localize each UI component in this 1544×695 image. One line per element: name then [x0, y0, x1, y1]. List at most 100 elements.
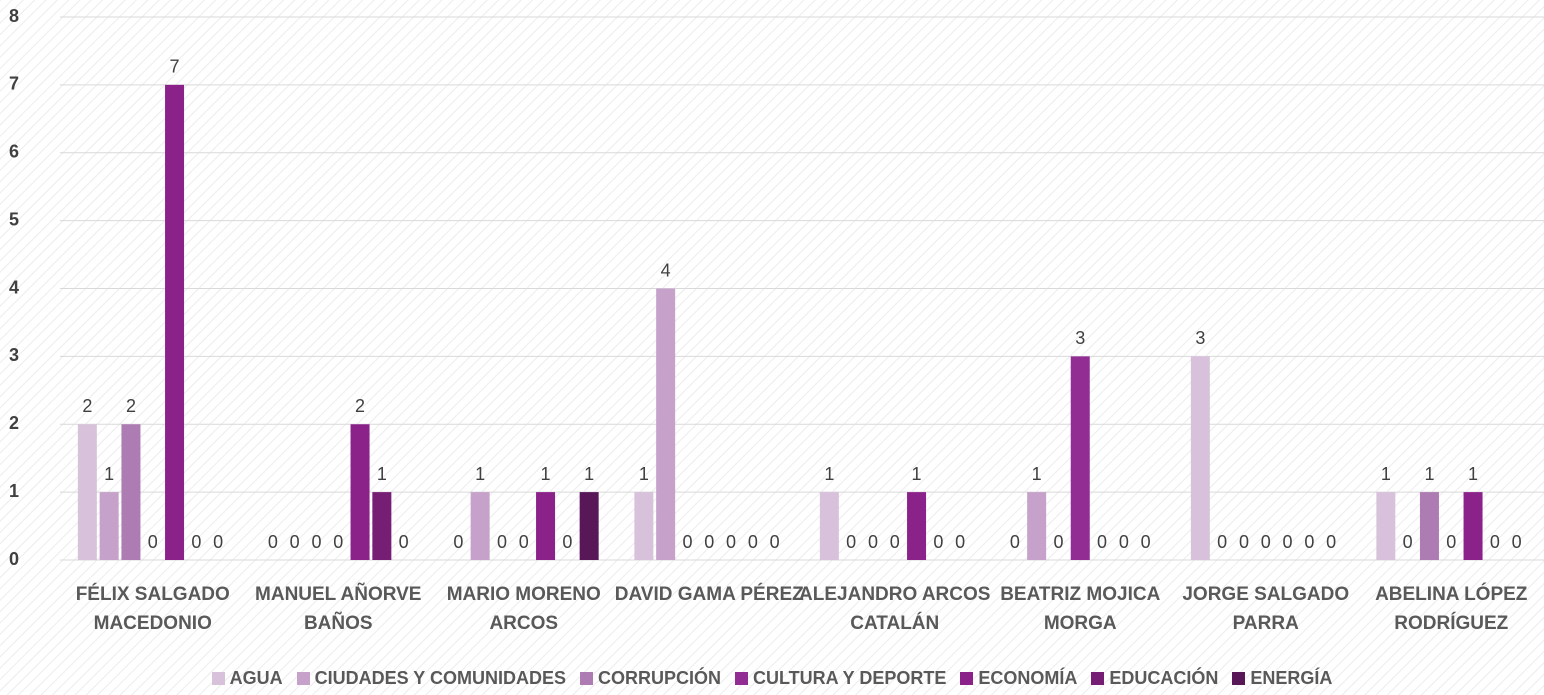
data-label: 0: [562, 532, 572, 552]
data-label: 0: [1283, 532, 1293, 552]
legend-swatch: [1091, 672, 1105, 685]
data-label: 7: [170, 57, 180, 77]
legend-swatch: [579, 672, 593, 685]
bar: [656, 288, 676, 560]
legend-item: ECONOMÍA: [960, 668, 1077, 689]
legend-swatch: [960, 672, 974, 685]
data-label: 0: [1261, 532, 1271, 552]
x-tick-label: MARIO MORENO ARCOS: [446, 584, 601, 634]
data-label: 0: [1326, 532, 1336, 552]
bar: [470, 492, 490, 560]
data-label: 0: [290, 532, 300, 552]
data-label: 2: [126, 396, 136, 416]
bar: [579, 492, 599, 560]
legend-swatch: [211, 672, 225, 685]
bar: [1070, 356, 1090, 560]
data-label: 0: [519, 532, 529, 552]
data-label: 3: [1075, 328, 1085, 348]
data-label: 2: [82, 396, 92, 416]
legend-item: CORRUPCIÓN: [579, 668, 721, 689]
x-tick-label: ALEJANDRO ARCOS CATALÁN: [799, 584, 991, 634]
legend-label: ECONOMÍA: [978, 668, 1078, 688]
data-label: 0: [191, 532, 201, 552]
y-tick-label: 3: [9, 345, 19, 365]
data-label: 0: [1010, 532, 1020, 552]
y-tick-label: 2: [9, 413, 19, 433]
data-label: 1: [824, 464, 834, 484]
data-label: 1: [1468, 464, 1478, 484]
legend-label: AGUA: [229, 668, 283, 688]
bar: [77, 424, 97, 560]
y-tick-label: 4: [9, 277, 19, 297]
data-label: 0: [682, 532, 692, 552]
bar: [165, 84, 185, 560]
legend-item: CIUDADES Y COMUNIDADES: [296, 668, 566, 689]
x-tick-label: MANUEL AÑORVE BAÑOS: [255, 584, 422, 634]
data-label: 0: [1446, 532, 1456, 552]
data-label: 0: [333, 532, 343, 552]
x-tick-label: BEATRIZ MOJICA MORGA: [1000, 584, 1161, 634]
data-label: 0: [704, 532, 714, 552]
x-tick-label: ABELINA LÓPEZ RODRÍGUEZ: [1375, 584, 1528, 634]
legend: AGUA CIUDADES Y COMUNIDADES CORRUPCIÓN CULT…: [0, 668, 1544, 689]
data-label: 1: [1032, 464, 1042, 484]
data-label: 0: [213, 532, 223, 552]
data-label: 1: [475, 464, 485, 484]
legend-item: AGUA: [211, 668, 283, 689]
data-label: 4: [661, 260, 671, 280]
data-label: 0: [311, 532, 321, 552]
data-label: 0: [268, 532, 278, 552]
y-tick-label: 8: [9, 6, 19, 26]
bar: [819, 492, 839, 560]
data-label: 0: [1217, 532, 1227, 552]
data-label: 0: [1141, 532, 1151, 552]
data-label: 0: [726, 532, 736, 552]
data-label: 0: [1490, 532, 1500, 552]
legend-label: ENERGÍA: [1250, 668, 1333, 688]
legend-item: EDUCACIÓN: [1091, 668, 1218, 689]
data-label: 1: [1424, 464, 1434, 484]
y-tick-label: 7: [9, 74, 19, 94]
x-tick-label: DAVID GAMA PÉREZ: [614, 584, 804, 605]
bar: [350, 424, 370, 560]
x-tick-label: FÉLIX SALGADO MACEDONIO: [75, 584, 230, 634]
data-label: 0: [1097, 532, 1107, 552]
bar: [536, 492, 556, 560]
data-label: 0: [748, 532, 758, 552]
data-label: 0: [890, 532, 900, 552]
bar: [1027, 492, 1047, 560]
bar: [372, 492, 392, 560]
bar: [1419, 492, 1439, 560]
bar: [1463, 492, 1483, 560]
data-label: 1: [912, 464, 922, 484]
data-label: 1: [1381, 464, 1391, 484]
bar: [907, 492, 927, 560]
x-tick-label: JORGE SALGADO PARRA: [1182, 584, 1350, 634]
data-label: 0: [453, 532, 463, 552]
legend-swatch: [1232, 672, 1246, 685]
data-label: 1: [541, 464, 551, 484]
y-tick-label: 6: [9, 142, 19, 162]
y-tick-label: 5: [9, 209, 19, 229]
bar: [634, 492, 654, 560]
legend-label: CIUDADES Y COMUNIDADES: [314, 668, 566, 688]
data-label: 0: [1239, 532, 1249, 552]
legend-label: CORRUPCIÓN: [597, 668, 721, 688]
data-label: 1: [377, 464, 387, 484]
bar: [99, 492, 119, 560]
data-label: 0: [1403, 532, 1413, 552]
y-tick-label: 0: [9, 549, 19, 569]
data-label: 1: [639, 464, 649, 484]
legend-label: EDUCACIÓN: [1109, 668, 1219, 688]
data-label: 0: [1304, 532, 1314, 552]
legend-item: CULTURA Y DEPORTE: [735, 668, 946, 689]
legend-swatch: [735, 672, 748, 685]
legend-item: ENERGÍA: [1232, 668, 1332, 689]
data-label: 0: [770, 532, 780, 552]
data-label: 2: [355, 396, 365, 416]
legend-swatch: [296, 672, 310, 685]
bar: [1190, 356, 1210, 560]
